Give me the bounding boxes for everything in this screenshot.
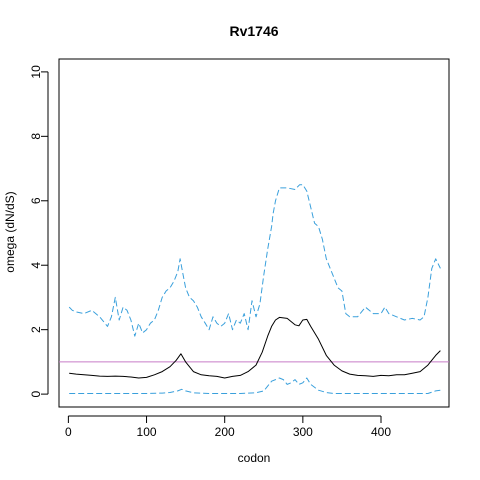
plot-area: 0 100 200 300 400 0 2 4 6 8 10 <box>29 58 450 439</box>
y-tick-label: 4 <box>29 262 43 269</box>
plot-frame <box>58 58 450 408</box>
y-axis-label: omega (dN/dS) <box>3 191 17 272</box>
x-tick-label: 300 <box>293 425 313 439</box>
y-tick-label: 2 <box>29 326 43 333</box>
x-axis-label: codon <box>238 451 271 465</box>
dashed-bound-line-2 <box>69 377 441 394</box>
y-tick-label: 6 <box>29 197 43 204</box>
y-tick-label: 0 <box>29 390 43 397</box>
solid-line-0 <box>69 316 441 379</box>
dashed-bound-line-1 <box>68 184 441 337</box>
x-tick-label: 200 <box>215 425 235 439</box>
x-tick-label: 400 <box>371 425 391 439</box>
chart-title: Rv1746 <box>229 23 278 39</box>
x-tick-label: 0 <box>65 425 72 439</box>
y-tick-label: 10 <box>29 65 43 79</box>
x-tick-label: 100 <box>137 425 157 439</box>
y-tick-label: 8 <box>29 133 43 140</box>
